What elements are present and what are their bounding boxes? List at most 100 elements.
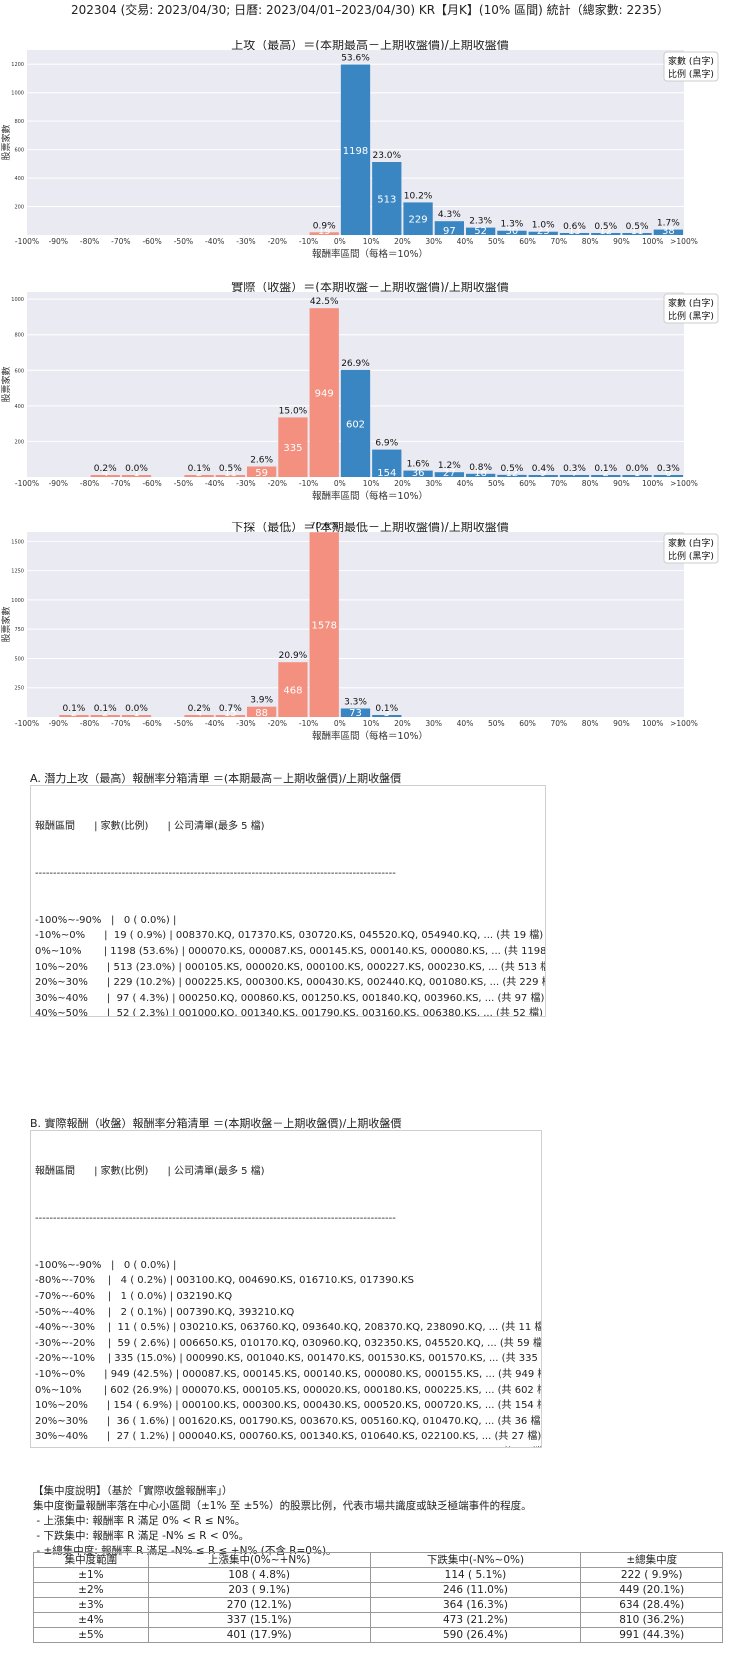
x-tick-label: 0% xyxy=(334,479,346,488)
list-row: -50%~-40% | 2 ( 0.1%) | 007390.KQ, 39321… xyxy=(35,1306,295,1318)
y-tick-label: 1000 xyxy=(11,297,24,303)
bar-count-label: 11 xyxy=(631,226,644,237)
list-row: 0%~10% | 602 (26.9%) | 000070.KS, 000105… xyxy=(35,1384,542,1396)
y-tick-label: 500 xyxy=(14,656,24,662)
bar-count-label: 88 xyxy=(255,708,268,719)
table-cell: 634 (28.4%) xyxy=(580,1597,723,1613)
bar xyxy=(372,449,402,477)
bar xyxy=(403,470,433,477)
chart-title: 實際（收盤）＝(本期收盤－上期收盤價)/上期收盤價 xyxy=(231,282,508,294)
x-tick-label: 100% xyxy=(642,719,663,728)
concentration-note-line: 【集中度說明】（基於「實際收盤報酬率」） xyxy=(33,1485,233,1497)
table-row: ±2% 203 ( 9.1%) 246 (11.0%) 449 (20.1%) xyxy=(33,1582,723,1598)
bar xyxy=(497,230,527,235)
list-a-box: 報酬區間 | 家數(比例) | 公司清單(最多 5 檔) -----------… xyxy=(30,785,546,1017)
x-tick-label: 70% xyxy=(551,719,568,728)
x-tick-label: 60% xyxy=(519,237,536,246)
bar-count-label: 23 xyxy=(537,226,550,237)
bar xyxy=(309,532,339,717)
bar-count-label: 4 xyxy=(102,468,108,479)
table-cell: 810 (36.2%) xyxy=(580,1612,723,1628)
bar-count-label: 12 xyxy=(599,226,612,237)
table-cell: 270 (12.1%) xyxy=(147,1597,371,1613)
legend-box xyxy=(663,533,719,564)
y-tick-label: 1000 xyxy=(11,598,24,604)
bar xyxy=(90,475,120,477)
page-header: 202304 (交易: 2023/04/30; 日曆: 2023/04/01–2… xyxy=(70,3,669,17)
bar-pct-label: 1.0% xyxy=(532,221,555,231)
concentration-note-line: - 下跌集中: 報酬率 R 滿足 -N% ≤ R < 0%。 xyxy=(33,1530,250,1542)
bar-pct-label: 0.0% xyxy=(626,464,649,474)
bar-pct-label: 0.1% xyxy=(375,704,398,714)
x-tick-label: >100% xyxy=(670,479,698,488)
x-tick-label: 20% xyxy=(394,237,411,246)
y-tick-label: 400 xyxy=(14,404,24,410)
bar-pct-label: 1.2% xyxy=(438,461,461,471)
bar-pct-label: 0.3% xyxy=(657,464,680,474)
chart-title: 下探（最低）＝(本期最低－上期收盤價)/上期收盤價 xyxy=(231,522,508,534)
x-tick-label: 0% xyxy=(334,237,346,246)
bar-pct-label: 0.6% xyxy=(563,222,586,232)
table-cell: ±3% xyxy=(33,1597,149,1613)
bar xyxy=(340,369,371,477)
bar-pct-label: 3.9% xyxy=(250,696,273,706)
concentration-notes: 【集中度說明】（基於「實際收盤報酬率」） 集中度衡量報酬率落在中心小區間（±1% … xyxy=(33,1484,723,1559)
bar-pct-label: 20.9% xyxy=(279,651,308,661)
legend-pct-label: 比例 (黑字) xyxy=(668,68,714,80)
bar-pct-label: 0.0% xyxy=(125,704,148,714)
x-tick-label: -90% xyxy=(49,719,68,728)
legend-box xyxy=(663,293,719,324)
list-row: 30%~40% | 97 ( 4.3%) | 000250.KQ, 000860… xyxy=(35,992,545,1004)
table-header-cell: 下跌集中(-N%~0%) xyxy=(369,1552,582,1568)
bar-pct-label: 0.0% xyxy=(125,464,148,474)
bar-count-label: 1 xyxy=(133,468,139,479)
list-b-separator: ----------------------------------------… xyxy=(35,1212,396,1224)
bar-pct-label: 26.9% xyxy=(341,359,370,369)
table-row: ±1% 108 ( 4.8%) 114 ( 5.1%) 222 ( 9.9%) xyxy=(33,1567,723,1583)
bar-pct-label: 1.6% xyxy=(407,460,430,470)
bar-count-label: 19 xyxy=(318,226,331,237)
bar-pct-label: 23.0% xyxy=(372,151,401,161)
bar xyxy=(528,475,558,477)
list-row: 10%~20% | 154 ( 6.9%) | 000100.KS, 00030… xyxy=(35,1400,542,1412)
x-tick-label: -60% xyxy=(142,719,161,728)
x-tick-label: 30% xyxy=(425,479,442,488)
x-tick-label: -80% xyxy=(80,237,99,246)
y-axis-label: 股票家數 xyxy=(0,124,12,160)
table-header-cell: 集中度範圍 xyxy=(33,1552,149,1568)
table-cell: ±4% xyxy=(33,1612,149,1628)
bar xyxy=(497,474,527,477)
bar-count-label: 335 xyxy=(283,443,302,454)
x-tick-label: 80% xyxy=(582,719,599,728)
x-tick-label: -60% xyxy=(142,237,161,246)
x-tick-label: -30% xyxy=(236,719,255,728)
list-row: -20%~-10% | 335 (15.0%) | 000990.KS, 001… xyxy=(35,1353,542,1365)
x-tick-label: 10% xyxy=(363,479,380,488)
x-tick-label: 40% xyxy=(457,237,474,246)
legend-pct-label: 比例 (黑字) xyxy=(668,550,714,562)
bar xyxy=(591,233,621,235)
table-cell: 246 (11.0%) xyxy=(369,1582,582,1598)
bar xyxy=(372,161,402,235)
x-axis-label: 報酬率區間（每格＝10%） xyxy=(312,490,428,502)
y-tick-label: 1200 xyxy=(11,62,24,68)
x-tick-label: -80% xyxy=(80,719,99,728)
bar xyxy=(466,473,496,477)
bar-pct-label: 0.5% xyxy=(626,222,649,232)
list-a-separator: ----------------------------------------… xyxy=(35,867,396,879)
bar-count-label: 154 xyxy=(377,468,396,479)
bar-pct-label: 1.3% xyxy=(500,220,523,230)
bar-pct-label: 15.0% xyxy=(279,406,308,416)
legend-count-label: 家數 (白字) xyxy=(668,55,714,67)
bar xyxy=(466,227,496,235)
bar-pct-label: 53.6% xyxy=(341,54,370,64)
bar xyxy=(309,308,339,477)
x-tick-label: -50% xyxy=(174,719,193,728)
bar-count-label: 2 xyxy=(196,468,202,479)
bar-pct-label: 0.9% xyxy=(313,221,336,231)
bar xyxy=(434,472,464,477)
bar-count-label: 13 xyxy=(568,226,581,237)
x-tick-label: -40% xyxy=(205,479,224,488)
legend-count-label: 家數 (白字) xyxy=(668,297,714,309)
bar xyxy=(247,706,277,717)
